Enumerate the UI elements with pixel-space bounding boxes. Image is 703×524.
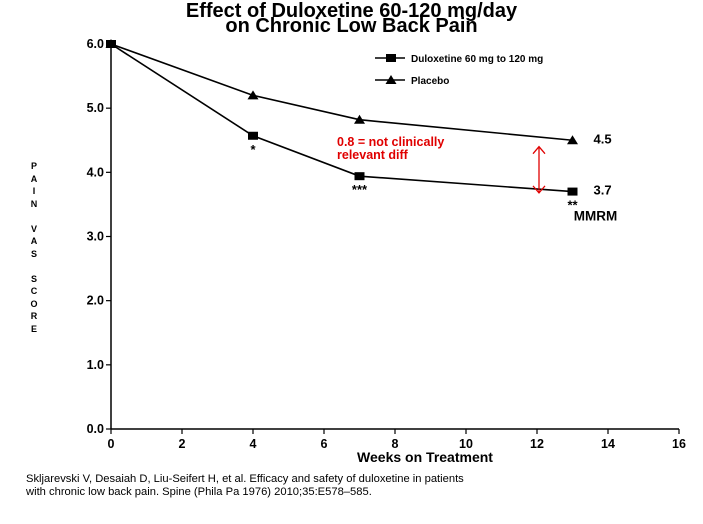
method-label: MMRM [574, 209, 618, 224]
y-tick-label-1: 1.0 [87, 358, 104, 372]
y-tick-label-5: 5.0 [87, 101, 104, 115]
y-axis-label-letter: S [30, 248, 37, 259]
citation-line-1: Skljarevski V, Desaiah D, Liu-Seifert H,… [26, 473, 464, 485]
x-tick-label-3: 6 [321, 437, 328, 451]
y-tick-label-3: 3.0 [87, 230, 104, 244]
x-tick-label-5: 10 [459, 437, 473, 451]
significance-mark-0: * [250, 142, 256, 157]
x-tick-label-6: 12 [530, 437, 544, 451]
x-tick-label-8: 16 [672, 437, 686, 451]
y-tick-label-2: 2.0 [87, 294, 104, 308]
x-tick-label-2: 4 [250, 437, 257, 451]
series-line-duloxetine [110, 43, 573, 193]
placebo-point-3 [567, 135, 578, 145]
y-axis-label-letter: E [30, 323, 37, 334]
y-axis-label-letter: I [32, 186, 36, 196]
duloxetine-point-2 [354, 172, 365, 181]
annotation-arrow-head-bottom [532, 185, 546, 194]
x-axis-label: Weeks on Treatment [357, 449, 493, 465]
duloxetine-point-3 [567, 187, 578, 196]
y-axis-label-letter: P [30, 161, 37, 171]
legend-label-placebo: Placebo [411, 76, 449, 87]
series-line-placebo [110, 43, 573, 142]
placebo-point-2 [354, 114, 365, 124]
end-value-label-0: 4.5 [594, 131, 612, 146]
annotation-arrow-head-top [532, 145, 546, 155]
y-axis-label-letter: A [30, 236, 38, 246]
y-axis-label-letter: O [30, 298, 38, 309]
y-tick-label-6: 6.0 [87, 37, 104, 51]
legend-label-duloxetine: Duloxetine 60 mg to 120 mg [411, 54, 543, 65]
y-axis-label-letter: A [30, 173, 38, 184]
y-axis-label-letter: V [30, 223, 37, 234]
significance-mark-2: ** [567, 198, 578, 213]
end-value-label-1: 3.7 [594, 183, 612, 198]
chart-title-line-1: Effect of Duloxetine 60-120 mg/day [185, 0, 518, 22]
legend-marker-placebo [385, 75, 397, 84]
y-tick-label-4: 4.0 [87, 165, 104, 179]
y-axis-label-letter: C [30, 286, 38, 296]
chart-title-line-2: on Chronic Low Back Pain [225, 15, 478, 37]
x-tick-label-4: 8 [392, 437, 399, 451]
x-tick-label-1: 2 [179, 437, 186, 451]
y-axis-label-letter: N [30, 198, 38, 209]
placebo-point-1 [247, 90, 259, 100]
y-tick-label-0: 0.0 [87, 422, 104, 436]
annotation-line-1: 0.8 = not clinically [337, 135, 444, 149]
line-chart: 0.0 1.0 2.0 3.0 4.0 5.0 6.0 0 2 4 6 8 10 12 14 16 Weeks … [87, 37, 686, 465]
placebo-point-0 [105, 39, 117, 48]
significance-mark-1: *** [352, 182, 368, 197]
annotation-line-2: relevant diff [337, 148, 409, 162]
x-tick-label-0: 0 [108, 437, 115, 451]
citation: Skljarevski V, Desaiah D, Liu-Seifert H,… [26, 473, 696, 499]
y-axis-label-letter: S [30, 273, 37, 284]
legend-marker-duloxetine [386, 54, 396, 62]
x-tick-label-7: 14 [601, 437, 615, 451]
y-axis-label-letter: R [30, 311, 38, 321]
duloxetine-point-1 [248, 131, 258, 140]
citation-line-2: with chronic low back pain. Spine (Phila… [26, 486, 372, 498]
